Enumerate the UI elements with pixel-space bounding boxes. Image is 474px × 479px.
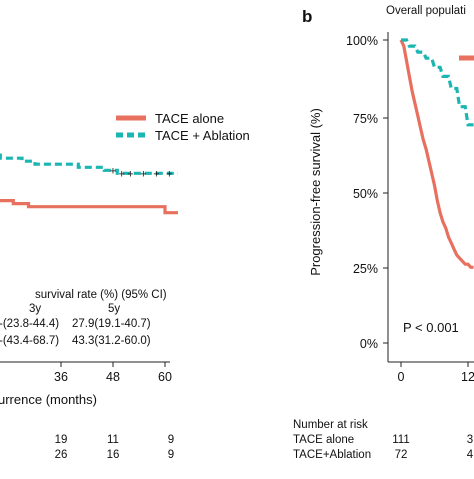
survival-col-3y: 3y (29, 303, 41, 315)
b-y-tick-0: 0% (360, 337, 378, 351)
b-y-tick-25: 25% (353, 262, 378, 276)
survival-row1-3y: -(23.8-44.4) (0, 318, 59, 330)
survival-col-5y: 5y (108, 303, 120, 315)
panel-b: b Overall populati 100% 75% 50% 25% 0% P… (293, 5, 474, 461)
survival-table-title: survival rate (%) (95% CI) (35, 289, 167, 301)
risk-table-title: Number at risk (293, 419, 368, 431)
survival-row1-5y: 27.9(19.1-40.7) (72, 318, 151, 330)
risk-row-label-tace-alone: TACE alone (293, 434, 354, 446)
a-x-tick-60: 60 (158, 370, 172, 384)
a-censor-mark: + (110, 165, 116, 177)
a-curve-tace-alone (0, 199, 178, 215)
legend-label-tace-ablation: TACE + Ablation (155, 128, 250, 143)
a-censor-mark: + (153, 168, 159, 180)
a-risk-r1-36: 19 (55, 434, 68, 446)
a-risk-r1-60: 9 (168, 434, 174, 446)
panel-a-risk-numbers: 19 11 9 26 16 9 (55, 434, 175, 461)
risk-row1-0: 111 (392, 434, 409, 446)
a-risk-r1-48: 11 (107, 434, 119, 446)
b-y-tick-75: 75% (353, 112, 378, 126)
b-curve-tace-alone (399, 39, 474, 269)
panel-b-risk-table: Number at risk TACE alone 111 3 TACE+Abl… (293, 419, 474, 461)
panel-b-title: Overall populati (386, 5, 466, 17)
a-x-tick-36: 36 (54, 370, 68, 384)
b-curve-tace-ablation (401, 38, 474, 127)
risk-row2-0: 72 (395, 449, 408, 461)
b-x-tick-0: 0 (398, 370, 405, 384)
b-y-tick-100: 100% (346, 34, 378, 48)
panel-b-x-axis: 0 12 (388, 361, 474, 384)
survival-rate-table: survival rate (%) (95% CI) 3y 5y -(23.8-… (0, 289, 167, 347)
panel-a-x-axis: 36 48 60 urrence (months) (0, 361, 172, 407)
panel-a-curves: + + + + + + (0, 153, 178, 215)
a-censor-mark: + (166, 168, 172, 180)
b-p-value: P < 0.001 (403, 320, 459, 335)
a-curve-tace-ablation (0, 153, 178, 175)
a-x-tick-48: 48 (106, 370, 120, 384)
panel-a: + + + + + + TACE alone TACE + Ablation surviv… (0, 111, 250, 461)
b-x-tick-12: 12 (461, 370, 474, 384)
survival-row2-3y: -(43.4-68.7) (0, 335, 59, 347)
risk-row1-12: 3 (467, 434, 473, 446)
b-y-tick-50: 50% (353, 187, 378, 201)
a-censor-mark: + (140, 168, 146, 180)
legend-label-tace-alone: TACE alone (155, 111, 224, 126)
a-x-axis-label: urrence (months) (0, 392, 97, 407)
risk-row-label-tace-ablation: TACE+Ablation (293, 449, 371, 461)
risk-row2-12: 4 (467, 449, 474, 461)
a-risk-r2-60: 9 (168, 449, 174, 461)
panel-b-label: b (302, 7, 312, 26)
b-y-axis-label: Progression-free survival (%) (308, 108, 323, 276)
a-censor-mark: + (127, 168, 133, 180)
a-risk-r2-36: 26 (55, 449, 68, 461)
survival-row2-5y: 43.3(31.2-60.0) (72, 335, 151, 347)
a-censor-mark: + (118, 168, 124, 180)
panel-b-y-axis: 100% 75% 50% 25% 0% Progression-free sur… (308, 32, 389, 362)
panel-a-legend: TACE alone TACE + Ablation (116, 111, 250, 143)
a-risk-r2-48: 16 (107, 449, 120, 461)
panel-b-curves (399, 38, 474, 269)
